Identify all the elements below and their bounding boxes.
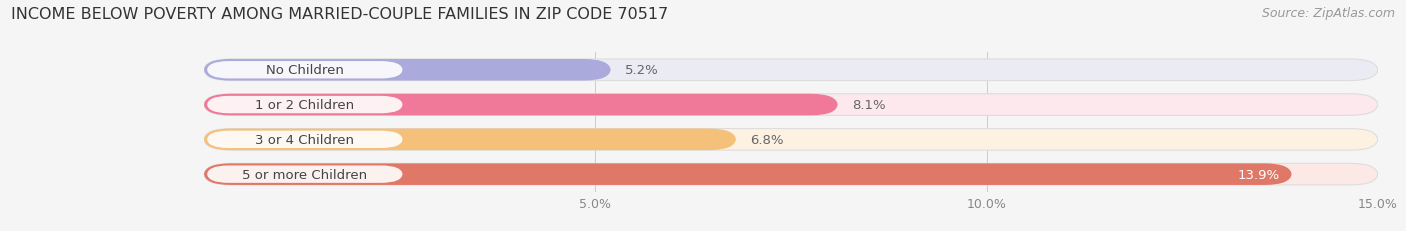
FancyBboxPatch shape <box>204 94 838 116</box>
Text: Source: ZipAtlas.com: Source: ZipAtlas.com <box>1261 7 1395 20</box>
FancyBboxPatch shape <box>204 164 1378 185</box>
Text: 1 or 2 Children: 1 or 2 Children <box>256 99 354 112</box>
Text: INCOME BELOW POVERTY AMONG MARRIED-COUPLE FAMILIES IN ZIP CODE 70517: INCOME BELOW POVERTY AMONG MARRIED-COUPL… <box>11 7 668 22</box>
Text: 5.2%: 5.2% <box>624 64 658 77</box>
Text: 13.9%: 13.9% <box>1237 168 1279 181</box>
FancyBboxPatch shape <box>207 97 402 114</box>
Text: 5 or more Children: 5 or more Children <box>242 168 367 181</box>
FancyBboxPatch shape <box>204 60 1378 81</box>
Text: 8.1%: 8.1% <box>852 99 886 112</box>
FancyBboxPatch shape <box>207 166 402 183</box>
FancyBboxPatch shape <box>204 60 610 81</box>
Text: 3 or 4 Children: 3 or 4 Children <box>256 133 354 146</box>
Text: 6.8%: 6.8% <box>751 133 783 146</box>
FancyBboxPatch shape <box>204 129 1378 151</box>
FancyBboxPatch shape <box>204 129 737 151</box>
FancyBboxPatch shape <box>207 62 402 79</box>
FancyBboxPatch shape <box>204 164 1292 185</box>
FancyBboxPatch shape <box>207 131 402 148</box>
Text: No Children: No Children <box>266 64 344 77</box>
FancyBboxPatch shape <box>204 94 1378 116</box>
